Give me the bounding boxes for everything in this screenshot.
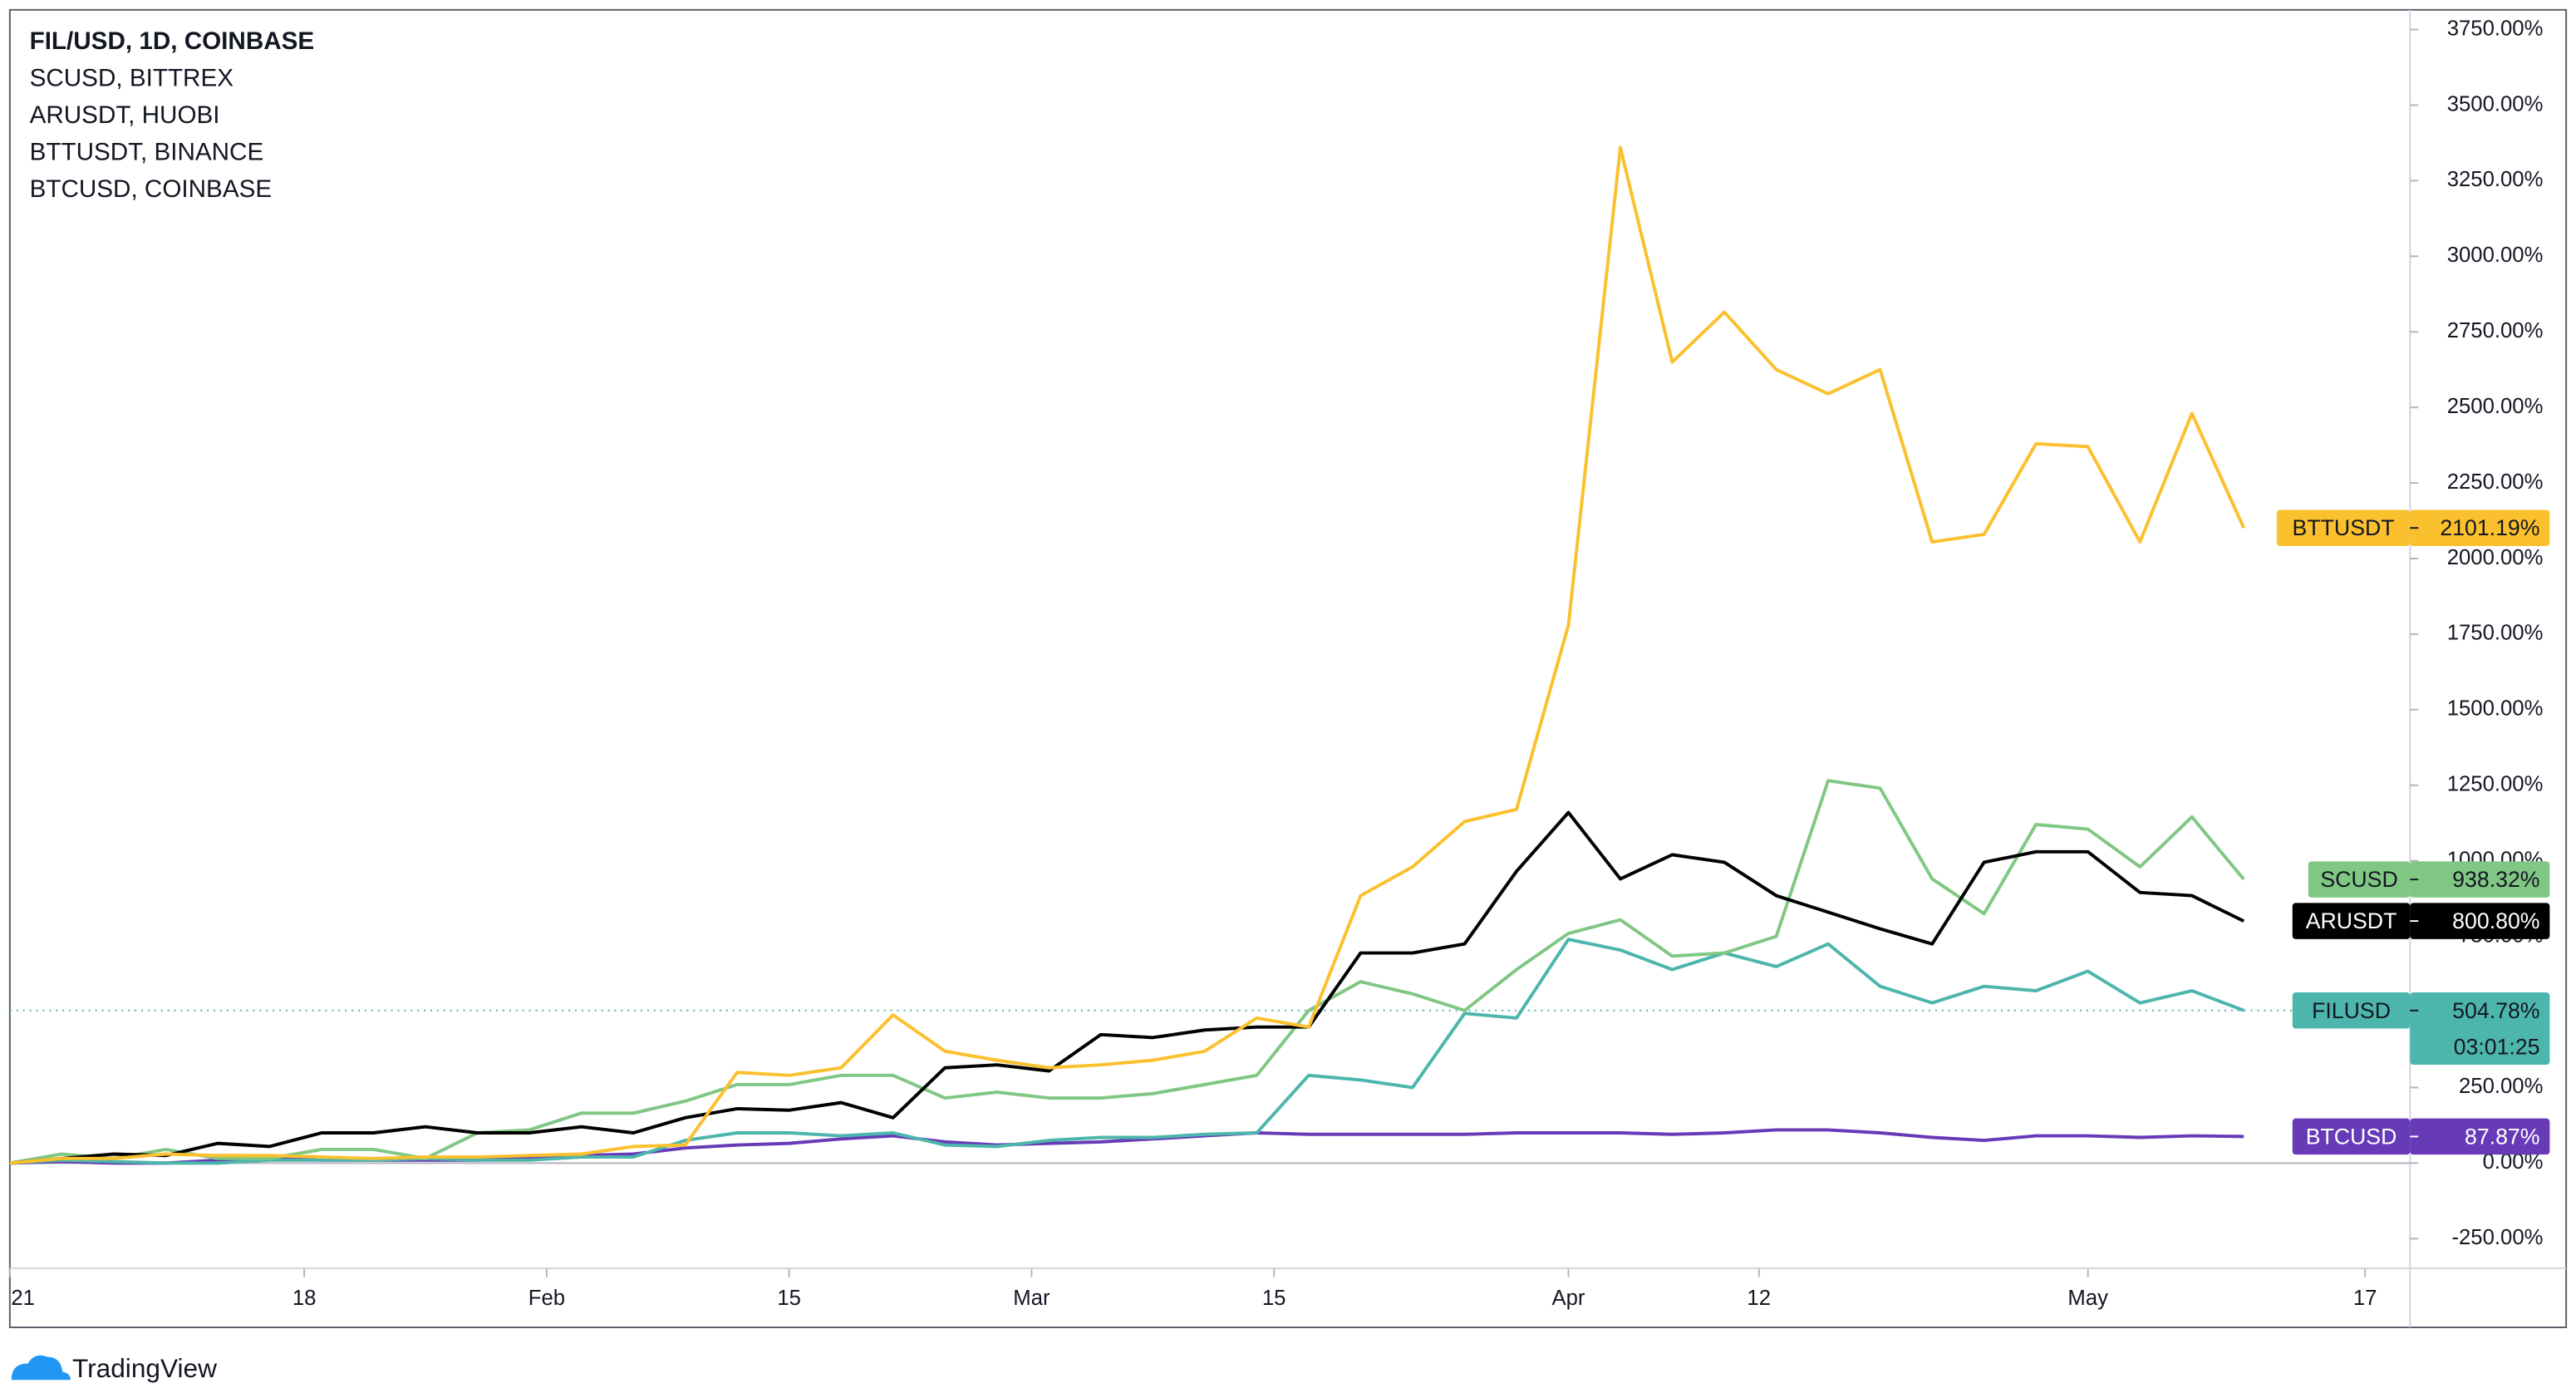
- badge-symbol: BTTUSDT: [2293, 515, 2395, 540]
- legend-entry: SCUSD, BITTREX: [30, 65, 234, 92]
- badge-symbol: SCUSD: [2320, 867, 2397, 892]
- badge-value: 504.78%: [2452, 998, 2539, 1023]
- badge-symbol-box: [2276, 509, 2411, 546]
- badge-symbol-box: [2308, 861, 2411, 898]
- badge-symbol-box: [2292, 992, 2411, 1029]
- legend-entry: BTTUSDT, BINANCE: [30, 139, 264, 166]
- badge-symbol: FILUSD: [2312, 998, 2391, 1023]
- price-badge: SCUSD 938.32%: [2308, 861, 2550, 898]
- brand-name: TradingView: [72, 1353, 217, 1383]
- badge-countdown: 03:01:25: [2454, 1034, 2540, 1059]
- badge-value: 800.80%: [2452, 908, 2539, 933]
- badge-value-box: [2410, 509, 2550, 546]
- badge-symbol-box: [2292, 903, 2411, 939]
- y-tick-label: 2750.00%: [2447, 319, 2544, 342]
- x-tick-label: 15: [1262, 1287, 1286, 1310]
- price-badge: ARUSDT 800.80%: [2292, 903, 2550, 939]
- y-tick-label: 3000.00%: [2447, 244, 2544, 267]
- x-tick-label: 12: [1747, 1287, 1771, 1310]
- legend-entry: ARUSDT, HUOBI: [30, 101, 220, 129]
- series-line: [9, 779, 2245, 1165]
- y-tick-label: 1500.00%: [2447, 697, 2544, 721]
- y-tick-label: 1250.00%: [2447, 773, 2544, 796]
- legend-entry: BTCUSD, COINBASE: [30, 175, 273, 203]
- y-tick-label: 2000.00%: [2447, 546, 2544, 569]
- brand-logo: [11, 1355, 71, 1381]
- x-tick-label: Apr: [1551, 1287, 1585, 1310]
- badge-symbol: ARUSDT: [2306, 908, 2397, 933]
- x-tick-label: 21: [11, 1287, 35, 1310]
- y-tick-label: 250.00%: [2459, 1075, 2543, 1098]
- logo-cloud: [11, 1355, 71, 1381]
- price-badge: BTTUSDT 2101.19%: [2276, 509, 2550, 546]
- x-tick-label: Feb: [528, 1287, 565, 1310]
- y-tick-label: 2500.00%: [2447, 395, 2544, 418]
- badge-symbol: BTCUSD: [2306, 1124, 2397, 1149]
- y-tick-label: 3500.00%: [2447, 92, 2544, 116]
- legend-entry: FIL/USD, 1D, COINBASE: [30, 27, 315, 55]
- x-tick-label: 15: [777, 1287, 801, 1310]
- y-tick-label: 3750.00%: [2447, 17, 2544, 40]
- y-tick-label: 1750.00%: [2447, 622, 2544, 645]
- x-tick-label: Mar: [1013, 1287, 1050, 1310]
- badge-value-box: [2410, 861, 2550, 898]
- badge-symbol-box: [2292, 1118, 2411, 1155]
- x-tick-label: May: [2067, 1287, 2108, 1310]
- badge-value: 938.32%: [2452, 867, 2539, 892]
- badge-value: 2101.19%: [2440, 515, 2539, 540]
- series-line: [9, 810, 2245, 1165]
- y-tick-label: 3250.00%: [2447, 168, 2544, 191]
- y-tick-label: -250.00%: [2451, 1226, 2543, 1249]
- series-line: [9, 145, 2246, 1165]
- badge-value-box: [2410, 1118, 2550, 1155]
- x-tick-label: 17: [2353, 1287, 2377, 1310]
- badge-value: 87.87%: [2465, 1124, 2539, 1149]
- price-badge: FILUSD 504.78% 03:01:25: [2292, 992, 2550, 1066]
- chart-frame: [8, 8, 2568, 1328]
- price-badge: BTCUSD 87.87%: [2292, 1118, 2550, 1155]
- badge-value-box: [2410, 903, 2550, 939]
- y-tick-label: 2250.00%: [2447, 470, 2544, 494]
- x-tick-label: 18: [293, 1287, 317, 1310]
- badge-value-box: [2410, 992, 2550, 1066]
